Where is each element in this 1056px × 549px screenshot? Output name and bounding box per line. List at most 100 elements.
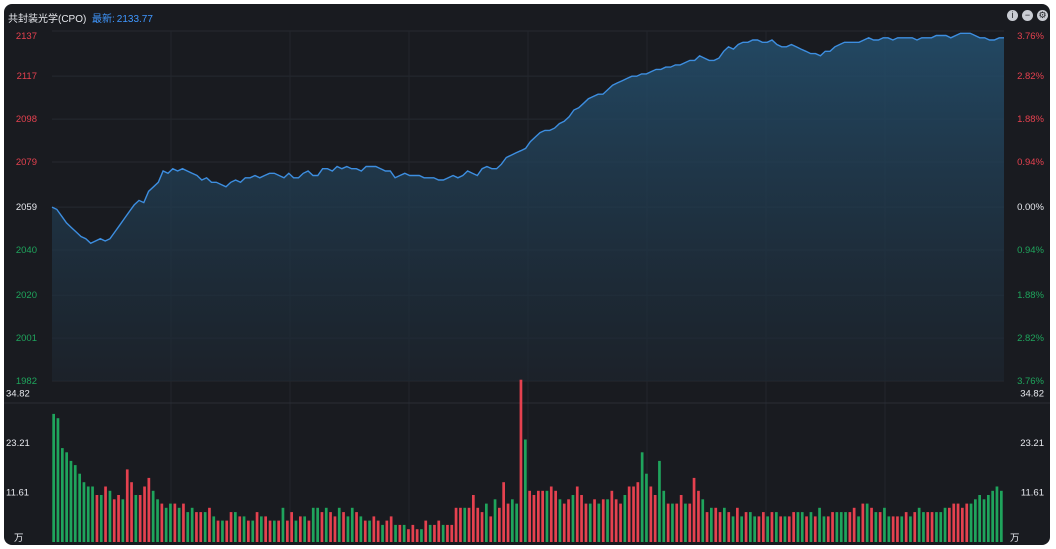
volume-bar: [389, 516, 393, 542]
pct-tick-label: 0.94%: [1017, 157, 1044, 168]
volume-bar: [398, 524, 402, 542]
volume-bar: [697, 490, 700, 542]
volume-bar: [91, 486, 94, 542]
info-icon[interactable]: i: [1007, 10, 1018, 21]
volume-bar: [299, 516, 302, 542]
volume-bar: [653, 495, 657, 542]
volume-bar: [242, 516, 246, 542]
volume-unit-left: 万: [14, 533, 24, 544]
volume-bar: [225, 520, 229, 542]
volume-bar: [281, 507, 285, 542]
volume-bar: [498, 507, 501, 542]
price-tick-label: 1982: [16, 376, 37, 387]
volume-bar: [186, 512, 190, 542]
volume-bar: [571, 495, 575, 542]
volume-tick-label-left: 11.61: [6, 487, 29, 498]
minus-icon[interactable]: −: [1022, 10, 1033, 21]
intraday-chart: 2137 3.76% 2117 2.82% 2098 1.88% 2079 0.94% 2059…: [4, 30, 1050, 544]
volume-bar: [537, 490, 540, 542]
volume-bar: [385, 520, 389, 542]
volume-bar: [917, 507, 921, 542]
volume-bar: [56, 418, 60, 542]
volume-bar: [480, 512, 484, 542]
volume-bar: [991, 490, 994, 542]
volume-bar: [320, 512, 324, 542]
volume-bar: [580, 495, 583, 542]
volume-bar: [870, 507, 873, 542]
volume-bar: [65, 452, 68, 542]
volume-bar: [229, 512, 233, 542]
volume-bar: [346, 516, 350, 542]
latest-value: 2133.77: [116, 14, 153, 25]
volume-bar: [415, 529, 419, 542]
volume-bar: [852, 507, 856, 542]
volume-bar: [787, 516, 791, 542]
pct-tick-label: 1.88%: [1017, 114, 1044, 125]
volume-bar: [818, 507, 821, 542]
volume-bar: [965, 503, 969, 542]
volume-bar: [792, 512, 795, 542]
volume-bar: [575, 486, 579, 542]
volume-bar: [545, 490, 549, 542]
volume-bar: [511, 499, 514, 542]
volume-bar: [688, 503, 692, 542]
volume-bar: [112, 499, 116, 542]
volume-tick-label-right: 23.21: [1020, 438, 1044, 449]
volume-bar: [675, 503, 679, 542]
volume-bar: [601, 499, 605, 542]
volume-bar: [99, 495, 103, 542]
volume-bar: [922, 512, 925, 542]
volume-bar: [891, 516, 895, 542]
volume-bar: [649, 486, 653, 542]
price-tick-label: 2001: [16, 333, 37, 344]
volume-unit-right: 万: [1010, 533, 1020, 544]
volume-bar: [277, 520, 280, 542]
volume-tick-label-left: 34.82: [6, 388, 30, 399]
volume-bar: [316, 507, 319, 542]
volume-bar: [632, 486, 635, 542]
volume-bar: [930, 512, 934, 542]
pct-tick-label: 0.94%: [1017, 245, 1044, 256]
volume-bar: [883, 507, 886, 542]
volume-bar: [311, 507, 315, 542]
volume-bar: [195, 512, 198, 542]
volume-bar: [935, 512, 938, 542]
volume-bar: [978, 495, 981, 542]
volume-bar: [255, 512, 259, 542]
volume-bar: [640, 452, 644, 542]
volume-bar: [766, 516, 769, 542]
volume-bar: [813, 516, 817, 542]
volume-bar: [718, 512, 722, 542]
volume-bar: [848, 512, 852, 542]
volume-bar: [121, 499, 125, 542]
gear-icon[interactable]: ⚙: [1037, 10, 1048, 21]
volume-bar: [182, 503, 185, 542]
volume-bar: [835, 512, 839, 542]
volume-bar: [355, 512, 358, 542]
volume-bar: [489, 516, 493, 542]
volume-bar: [372, 516, 376, 542]
volume-bar: [987, 495, 990, 542]
volume-bar: [329, 512, 332, 542]
volume-bar: [208, 507, 211, 542]
volume-bar: [857, 516, 860, 542]
price-tick-label: 2079: [16, 157, 37, 168]
volume-bar: [333, 516, 337, 542]
volume-bar: [939, 512, 943, 542]
price-tick-label: 2098: [16, 114, 37, 125]
volume-bar: [190, 507, 194, 542]
volume-bar: [904, 512, 908, 542]
pct-tick-label: 2.82%: [1017, 71, 1044, 82]
volume-bar: [247, 520, 250, 542]
volume-bar: [164, 507, 168, 542]
volume-bar: [476, 507, 480, 542]
volume-bar: [402, 524, 406, 542]
volume-bar: [506, 503, 510, 542]
volume-bar: [156, 499, 159, 542]
volume-bar: [982, 499, 986, 542]
volume-bar: [926, 512, 930, 542]
volume-bar: [692, 477, 696, 542]
volume-bar: [138, 495, 142, 542]
volume-bar: [407, 529, 410, 542]
volume-bar: [658, 460, 661, 542]
